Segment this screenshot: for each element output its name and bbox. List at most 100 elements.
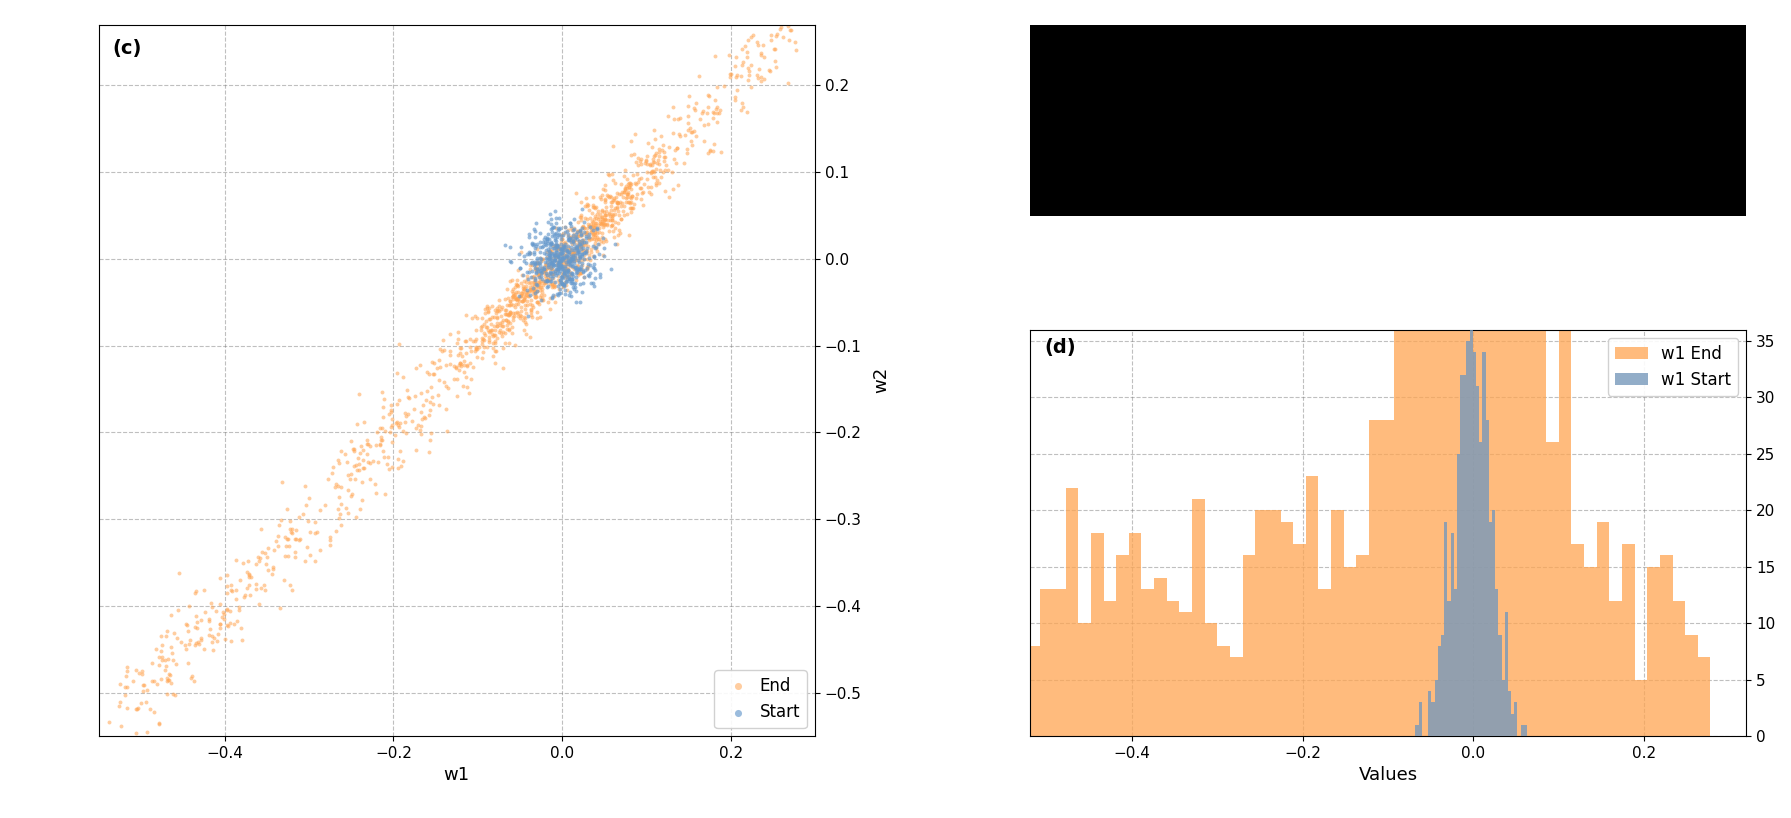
End xyxy=(475,312,503,326)
End xyxy=(516,276,544,289)
End xyxy=(274,532,303,545)
End xyxy=(489,341,518,354)
End xyxy=(587,211,616,224)
End xyxy=(498,307,527,320)
End xyxy=(636,187,664,200)
End xyxy=(679,101,707,115)
End xyxy=(333,456,362,469)
Start xyxy=(534,233,562,246)
End xyxy=(754,63,783,76)
End xyxy=(442,373,471,386)
End xyxy=(441,361,469,374)
End xyxy=(582,222,611,236)
Start xyxy=(552,250,580,263)
End xyxy=(163,631,192,645)
End xyxy=(557,234,586,247)
End xyxy=(423,389,451,402)
End xyxy=(672,128,700,142)
End xyxy=(523,256,552,269)
Start xyxy=(516,247,544,260)
End xyxy=(528,264,557,277)
End xyxy=(365,438,394,452)
Start xyxy=(530,238,559,251)
End xyxy=(724,69,752,82)
Start xyxy=(523,285,552,298)
End xyxy=(661,156,690,169)
End xyxy=(611,182,639,196)
End xyxy=(378,419,407,432)
End xyxy=(145,718,174,731)
Bar xyxy=(1415,725,1418,736)
End xyxy=(510,290,539,303)
End xyxy=(749,38,777,52)
End xyxy=(501,298,530,311)
End xyxy=(602,222,630,235)
End xyxy=(338,443,367,456)
Start xyxy=(527,264,555,277)
End xyxy=(127,664,156,677)
Start xyxy=(548,270,577,283)
Start xyxy=(548,246,577,259)
End xyxy=(570,270,598,283)
Start xyxy=(541,249,570,262)
End xyxy=(578,228,607,241)
End xyxy=(620,201,648,214)
End xyxy=(480,303,509,316)
End xyxy=(593,218,621,231)
End xyxy=(471,303,500,316)
End xyxy=(503,278,532,291)
End xyxy=(367,421,396,434)
End xyxy=(557,247,586,260)
End xyxy=(498,289,527,302)
End xyxy=(568,236,596,249)
Bar xyxy=(1205,623,1218,736)
End xyxy=(767,20,795,34)
End xyxy=(281,524,310,537)
Start xyxy=(548,252,577,265)
End xyxy=(254,542,283,555)
End xyxy=(365,437,394,450)
End xyxy=(491,337,519,350)
Start xyxy=(543,240,571,254)
End xyxy=(546,249,575,262)
Start xyxy=(550,225,578,238)
End xyxy=(129,685,158,698)
End xyxy=(539,281,568,294)
End xyxy=(571,212,600,225)
Start xyxy=(561,231,589,244)
End xyxy=(609,204,638,217)
Start xyxy=(548,261,577,274)
End xyxy=(555,231,584,244)
End xyxy=(523,242,552,255)
End xyxy=(568,238,596,251)
End xyxy=(620,128,648,141)
End xyxy=(510,323,539,336)
End xyxy=(485,299,514,312)
End xyxy=(596,213,625,227)
End xyxy=(369,401,398,414)
Bar xyxy=(1293,544,1306,736)
End xyxy=(621,168,650,181)
End xyxy=(598,207,627,220)
End xyxy=(623,151,652,164)
End xyxy=(656,190,684,203)
End xyxy=(491,303,519,317)
End xyxy=(484,305,512,318)
End xyxy=(326,444,355,457)
Start xyxy=(543,244,571,257)
End xyxy=(584,213,613,226)
End xyxy=(267,475,296,488)
End xyxy=(333,507,362,520)
End xyxy=(580,236,609,249)
End xyxy=(761,42,790,55)
End xyxy=(536,245,564,258)
End xyxy=(476,323,505,336)
End xyxy=(659,112,688,125)
End xyxy=(605,188,634,201)
Start xyxy=(544,261,573,274)
Start xyxy=(570,236,598,249)
End xyxy=(510,306,539,319)
End xyxy=(580,225,609,238)
Start xyxy=(544,259,573,272)
End xyxy=(369,411,398,424)
